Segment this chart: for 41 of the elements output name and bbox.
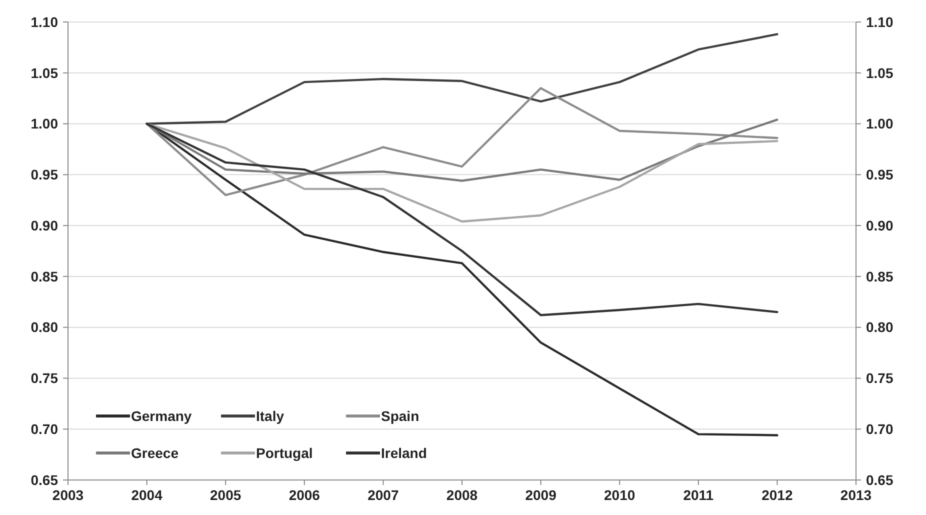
x-tick-label: 2012 (762, 487, 793, 503)
y2-tick-label: 0.95 (866, 166, 894, 183)
y2-tick-label: 1.00 (866, 116, 894, 132)
x-tick-label: 2008 (446, 487, 478, 503)
y2-tick-label: 0.85 (866, 268, 894, 284)
legend-label: Greece (131, 445, 179, 461)
legend-label: Portugal (256, 445, 313, 461)
legend-label: Italy (256, 408, 284, 424)
x-tick-label: 2011 (683, 487, 714, 503)
y-tick-label: 1.05 (30, 64, 58, 81)
legend-label: Spain (381, 408, 420, 424)
y-tick-label: 0.80 (30, 319, 58, 336)
x-tick-label: 2004 (131, 487, 163, 503)
legend-label: Germany (131, 408, 192, 424)
line-series (146, 87, 778, 196)
line-series (146, 122, 778, 223)
y-tick-label: 0.85 (30, 268, 58, 284)
y2-tick-label: 0.80 (866, 319, 894, 336)
x-tick-label: 2007 (368, 487, 399, 503)
y-tick-label: 0.95 (30, 166, 58, 183)
y-tick-label: 0.90 (30, 217, 58, 234)
y-tick-label: 0.75 (30, 370, 58, 386)
x-tick-label: 2003 (52, 487, 84, 503)
y-tick-label: 1.10 (30, 14, 58, 30)
x-tick-label: 2006 (288, 487, 320, 503)
x-tick-label: 2005 (210, 487, 242, 503)
x-tick-label: 2013 (840, 487, 872, 503)
y2-tick-label: 0.90 (866, 217, 894, 234)
y2-tick-label: 1.10 (866, 14, 894, 30)
line-series (146, 33, 778, 125)
y-tick-label: 0.65 (30, 472, 58, 488)
x-tick-label: 2009 (525, 487, 557, 503)
legend-label: Ireland (381, 445, 427, 461)
y-tick-label: 1.00 (30, 116, 58, 132)
y2-tick-label: 0.75 (866, 370, 894, 386)
line-series (146, 118, 778, 182)
y2-tick-label: 0.70 (866, 421, 894, 438)
y-tick-label: 0.70 (30, 421, 58, 438)
x-tick-label: 2010 (604, 487, 636, 503)
y2-tick-label: 0.65 (866, 472, 894, 488)
y2-tick-label: 1.05 (866, 64, 894, 81)
